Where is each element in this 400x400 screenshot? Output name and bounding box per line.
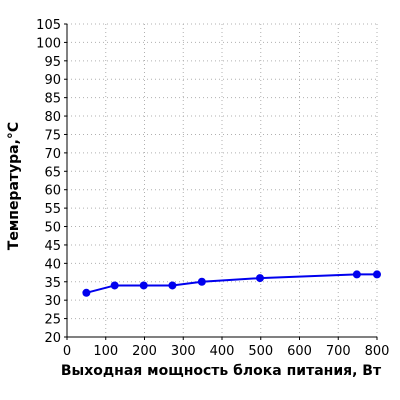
y-tick-label: 80: [44, 110, 61, 125]
x-tick-label: 100: [93, 344, 118, 359]
y-tick-label: 60: [44, 184, 61, 199]
data-point: [110, 281, 119, 290]
series: [82, 270, 381, 297]
y-tick-label: 35: [44, 276, 61, 291]
y-tick-label: 50: [44, 221, 61, 236]
y-tick-label: 100: [36, 36, 61, 51]
x-tick-label: 0: [63, 344, 71, 359]
data-point: [82, 288, 91, 297]
y-tick-label: 25: [44, 313, 61, 328]
y-tick-label: 95: [44, 55, 61, 70]
y-tick-label: 105: [36, 18, 61, 33]
data-point: [168, 281, 177, 290]
y-tick-label: 65: [44, 165, 61, 180]
x-tick-label: 200: [132, 344, 157, 359]
axes: [64, 23, 378, 340]
y-tick-label: 45: [44, 239, 61, 254]
y-tick-label: 90: [44, 73, 61, 88]
tick-labels: 0 100 200 300 400 500 600 700 800 20 25 30 35 40 45 50 5…: [36, 18, 389, 359]
grid: [66, 23, 378, 338]
y-axis-label: Температура,°C: [6, 122, 22, 250]
x-tick-label: 600: [287, 344, 312, 359]
x-axis-label: Выходная мощность блока питания, Вт: [61, 363, 382, 379]
y-tick-label: 55: [44, 202, 61, 217]
x-tick-label: 700: [326, 344, 351, 359]
x-tick-label: 300: [171, 344, 196, 359]
y-tick-label: 85: [44, 92, 61, 107]
data-point: [255, 274, 264, 283]
data-point: [139, 281, 148, 290]
x-tick-label: 400: [210, 344, 235, 359]
y-tick-label: 75: [44, 128, 61, 143]
y-tick-label: 30: [44, 294, 61, 309]
data-point: [373, 270, 381, 279]
series-line: [86, 273, 377, 294]
data-point: [352, 270, 361, 279]
x-tick-label: 500: [248, 344, 273, 359]
y-tick-label: 40: [44, 257, 61, 272]
y-tick-label: 70: [44, 147, 61, 162]
x-tick-label: 800: [365, 344, 390, 359]
data-point: [197, 277, 206, 286]
y-tick-label: 20: [44, 331, 61, 346]
